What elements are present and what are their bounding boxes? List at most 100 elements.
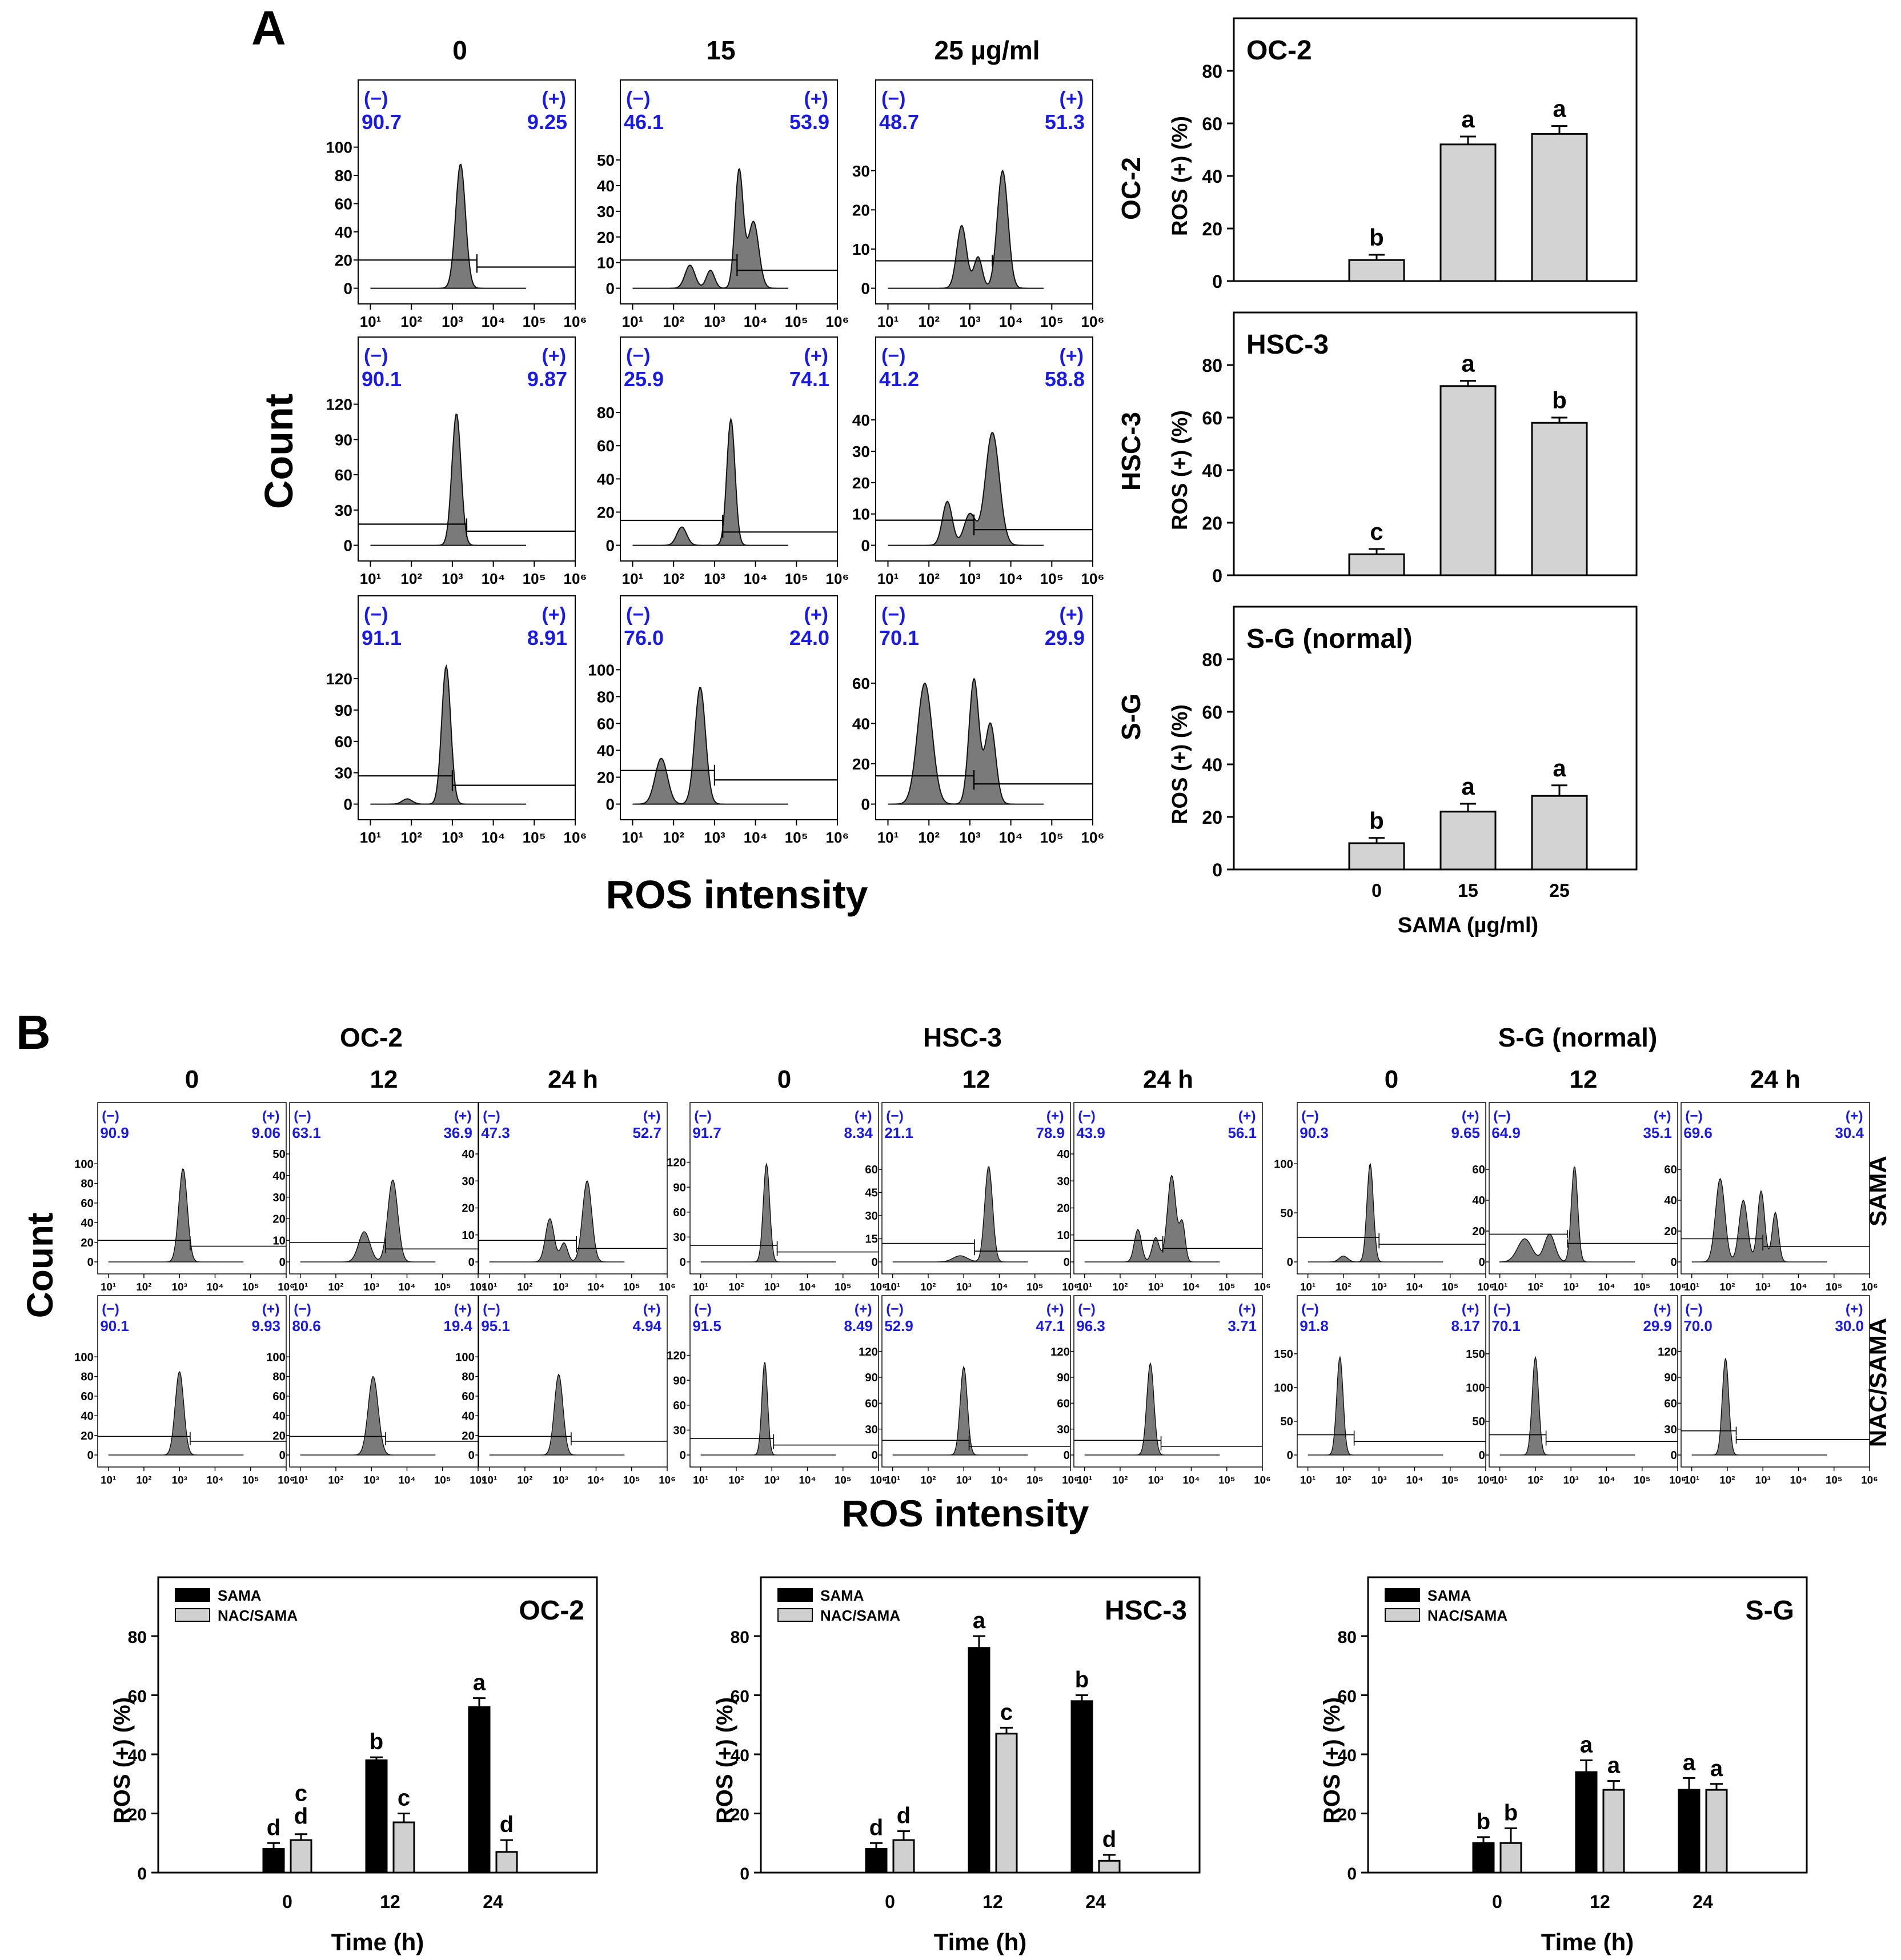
panel-a-hist-r2c2-ytick-label: 0 [861,796,870,813]
panel-a-hist-r0c1-histogram-curve [632,167,788,289]
panel-b-hist-g1-r1c0-xtick-label: 10⁶ [870,1474,887,1486]
panel-b-hist-g2-r1c0-histogram-curve [1308,1356,1443,1456]
panel-b-hist-g1-r1c1-xtick-label: 10⁴ [990,1474,1008,1486]
panel-b-hist-g2-r1c0-pos-value: 8.17 [1451,1318,1479,1334]
panel-b-hist-g1-r1c1-pos-label: (+) [1046,1302,1064,1317]
panel-b-hist-g0-r1c1-ytick-label: 20 [272,1430,285,1442]
panel-b-bar-chart-2-category-label: 12 [1590,1891,1610,1912]
panel-b-bar-chart-0-sig-letter-sama: a [473,1670,486,1696]
panel-b-hist-g0-r0c2-xtick-label: 10⁶ [659,1281,675,1293]
panel-b-hist-g0-r1c2-ytick-label: 60 [462,1390,474,1403]
panel-b-bar-chart-1-bar-sama [968,1647,990,1874]
panel-a-bar-chart-1-title: HSC-3 [1246,330,1329,360]
panel-b-hist-g0-r1c0-xtick-label: 10³ [172,1474,187,1486]
panel-a-hist-r1c1-xtick-label: 10⁶ [826,570,849,587]
panel-a-bar-chart-2-y-title: ROS (+) (%) [1168,704,1192,824]
panel-a-hist-r1c2-frame [875,336,1093,562]
panel-b-hist-g2-r0c0-xtick-label: 10³ [1371,1281,1387,1293]
panel-b-hist-g2-r0c2-pos-label: (+) [1846,1109,1863,1124]
panel-a-hist-r0c1-neg-label: (−) [626,88,651,110]
panel-a-hist-r0c2-histogram-curve [888,169,1044,289]
panel-b-row-label-1: NAC/SAMA [1864,1318,1891,1447]
panel-b-hist-g1-r1c0-histogram-curve [700,1362,836,1456]
panel-b-hist-g2-r0c2-ytick-label: 40 [1664,1195,1677,1207]
panel-b-hist-g0-r0c2-neg-label: (−) [483,1109,500,1124]
panel-b-hist-g1-r1c1-histogram-curve [892,1366,1028,1456]
panel-b-hist-g2-r1c1-frame [1489,1295,1678,1468]
panel-b-hist-g0-r1c0-xtick-label: 10⁵ [242,1474,259,1486]
panel-b-hist-g2-r1c0-xtick-label: 10² [1335,1474,1351,1486]
panel-a-hist-r1c1-histogram-curve [632,417,788,546]
panel-b-hist-g0-r0c0-xtick-label: 10⁵ [242,1281,259,1293]
panel-b-hist-g2-r0c0-neg-value: 90.3 [1300,1125,1328,1141]
panel-a-bar-chart-2-ytick-label: 0 [1212,860,1222,880]
panel-b-hist-g1-r0c0-group: 0 30 60 90 120 10¹ 10² 10³ 10⁴ 10⁵ 10⁶ (−) (+) 91.7 8.… [667,1102,887,1293]
panel-a-hist-r1c2-ytick-label: 40 [852,411,870,429]
panel-b-hist-g1-r0c1-ytick-label: 15 [865,1233,877,1246]
panel-b-bar-chart-1-category-label: 12 [982,1891,1003,1912]
panel-a-hist-r1c0-ytick-label: 30 [335,502,352,519]
panel-a-hist-r1c2-ytick-label: 10 [852,506,870,523]
panel-a-hist-r2c0-ytick-label: 30 [335,764,352,782]
panel-b-hist-g2-r0c1-ytick-label: 20 [1472,1225,1485,1238]
panel-a-hist-r1c1-ytick-label: 80 [597,404,615,422]
panel-b-hist-g0-r1c0-ytick-label: 0 [87,1449,94,1462]
panel-b-hist-g0-r0c1-neg-value: 63.1 [292,1125,320,1141]
panel-a-bar-category-label: 25 [1549,880,1570,901]
panel-a-hist-r1c0-xtick-label: 10⁵ [523,570,546,587]
panel-b-bar-chart-2-sig-letter-sama: a [1683,1750,1696,1775]
panel-b-hist-g0-r0c0-histogram-curve [108,1168,244,1262]
panel-a-hist-r0c1-ytick-label: 30 [597,203,615,221]
panel-b-hist-g0-r1c2-pos-value: 4.94 [632,1318,661,1334]
panel-a-row-label-1: HSC-3 [1116,412,1146,491]
panel-b-bar-chart-2-sig-letter-sama: a [1580,1732,1593,1757]
panel-b-hist-g0-r1c1-xtick-label: 10² [328,1474,343,1486]
panel-b-hist-g0-r0c1-ytick-label: 20 [272,1213,285,1226]
panel-b-hist-g2-r0c2-ytick-label: 0 [1671,1256,1677,1269]
panel-b-hist-g1-r0c2-neg-label: (−) [1078,1109,1096,1124]
panel-a-hist-r0c1-ytick-label: 40 [597,177,615,195]
panel-a-hist-r1c1-pos-label: (+) [804,345,829,367]
panel-b-hist-g2-r1c1-ytick-label: 0 [1479,1449,1485,1462]
panel-b-hist-g2-r0c1-xtick-label: 10¹ [1492,1281,1507,1293]
panel-b-hist-g0-r1c0-ytick-label: 20 [81,1430,93,1442]
panel-b-hist-g2-r0c1-xtick-label: 10⁵ [1634,1281,1651,1293]
panel-a-hist-r2c2-xtick-label: 10² [918,829,940,846]
panel-a-hist-r1c0-xtick-label: 10¹ [360,570,382,587]
panel-a-hist-r2c2-neg-label: (−) [881,604,906,626]
panel-b-hist-g2-r1c2-ytick-label: 30 [1664,1424,1677,1436]
panel-b-bar-chart-2-category-label: 24 [1693,1891,1713,1912]
panel-b-bar-chart-1-ytick-label: 0 [740,1865,749,1883]
panel-a-hist-r0c0-xtick-label: 10¹ [360,313,382,330]
panel-b-hist-g0-r0c2-xtick-label: 10¹ [482,1281,497,1293]
panel-b-hist-g2-r1c0-ytick-label: 0 [1287,1449,1293,1462]
panel-b-hist-g0-r1c2-ytick-label: 80 [462,1371,474,1384]
panel-a-hist-r0c2-ytick-label: 20 [852,201,870,219]
panel-b-hist-g2-r1c1-xtick-label: 10² [1527,1474,1543,1486]
panel-b-hist-g2-r1c2-pos-label: (+) [1846,1302,1863,1317]
panel-a-hist-r2c0-neg-value: 91.1 [362,626,402,650]
panel-b-hist-g0-r0c1-ytick-label: 50 [272,1148,285,1161]
panel-b-hist-g1-r0c2-neg-value: 43.9 [1076,1125,1105,1141]
panel-a-bar-chart-2: 0 20 40 60 80 S-G (normal) ROS (+) (%) b a a [1168,606,1638,880]
panel-a-hist-r0c2-pos-label: (+) [1060,88,1084,110]
panel-b-hist-g1-r0c2-ytick-label: 40 [1057,1148,1069,1161]
panel-b-hist-g2-r0c1-histogram-curve [1499,1166,1635,1262]
panel-a-bar-chart-2-ytick-label: 20 [1202,807,1222,828]
panel-b-bar-chart-0-bar-sama [262,1848,285,1874]
panel-b-bar-chart-1-bar-sama [865,1848,888,1874]
panel-b-time-header-g1-1: 12 [962,1065,990,1093]
panel-b-hist-g1-r0c2-xtick-label: 10⁴ [1182,1281,1200,1293]
panel-a-hist-r2c1-xtick-label: 10¹ [622,829,644,846]
panel-a-hist-r1c0-pos-value: 9.87 [527,367,567,391]
panel-b-hist-g2-r0c1-pos-value: 35.1 [1643,1125,1671,1141]
panel-a-hist-r0c0-ytick-label: 20 [335,251,352,269]
panel-b-hist-g1-r0c1-frame [881,1102,1071,1274]
panel-b-hist-g1-r1c1-neg-label: (−) [886,1302,904,1317]
panel-a-hist-r0c1-ytick-label: 0 [605,280,615,298]
panel-b-hist-g1-r1c1-ytick-label: 120 [859,1346,878,1358]
panel-b-hist-g0-r0c0-neg-label: (−) [102,1109,119,1124]
panel-b-hist-g2-r1c2-ytick-label: 90 [1664,1372,1677,1384]
